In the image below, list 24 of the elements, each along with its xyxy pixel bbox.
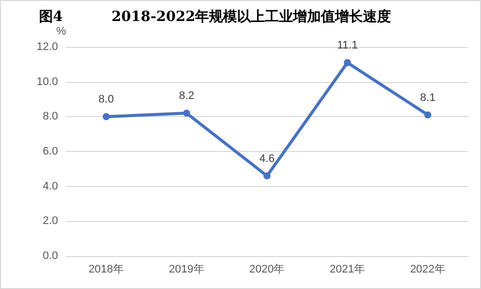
x-tick-label: 2021年 (330, 264, 366, 276)
y-tick-label: 10.0 (36, 76, 58, 88)
point (183, 110, 190, 117)
point (344, 59, 351, 66)
point (424, 111, 432, 118)
y-axis-title: % (56, 26, 66, 38)
y-tick-label: 0.0 (42, 250, 58, 262)
x-tick-label: 2020年 (249, 264, 285, 276)
data-label: 11.1 (337, 40, 358, 52)
y-tick-label: 8.0 (42, 110, 58, 123)
x-tick-label: 2019年 (168, 264, 204, 276)
point (102, 113, 110, 120)
x-tick-label: 2018年 (88, 264, 124, 276)
point (264, 172, 270, 180)
data-label: 8.2 (178, 90, 194, 102)
x-tick-label: 2022年 (410, 264, 446, 276)
data-label: 4.6 (259, 152, 275, 165)
y-tick-label: 2.0 (42, 215, 58, 228)
y-tick-label: 6.0 (42, 146, 58, 158)
y-tick-label: 12.0 (36, 41, 58, 53)
data-label: 8.0 (98, 94, 114, 106)
y-tick-label: 4.0 (42, 180, 58, 192)
chart-title: 图4 2018-2022年规模以上工业增加值增长速度 (39, 8, 392, 25)
data-label: 8.1 (420, 92, 436, 104)
